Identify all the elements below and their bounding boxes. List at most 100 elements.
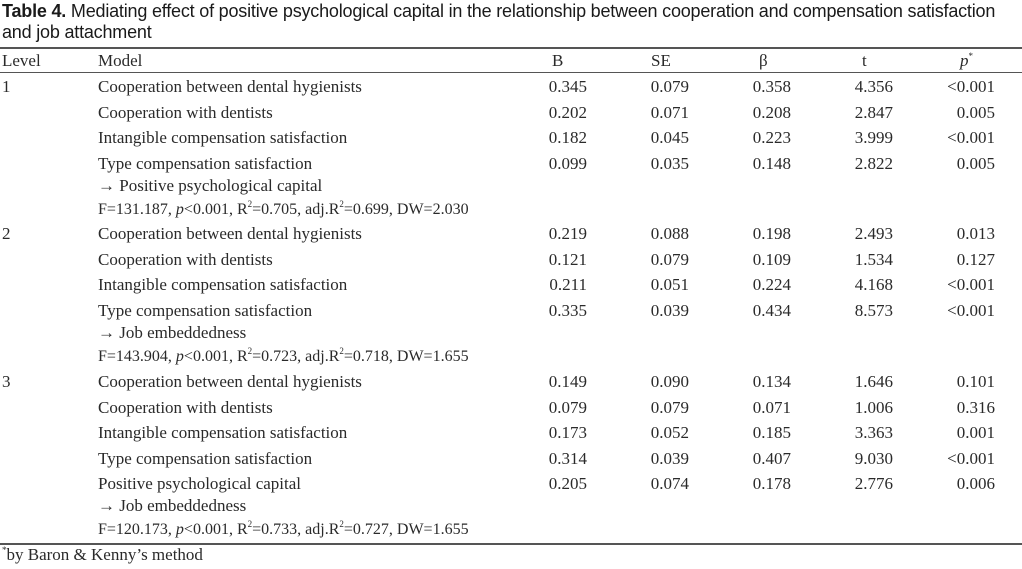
cell-t: 1.646 bbox=[854, 372, 893, 391]
model-cell: Intangible compensation satisfaction bbox=[98, 128, 348, 147]
cell-b: 0.182 bbox=[548, 128, 587, 147]
cell-b: 0.335 bbox=[548, 300, 587, 320]
cell-t: 8.573 bbox=[854, 300, 893, 320]
cell-p: <0.001 bbox=[947, 300, 995, 320]
cell-b: 0.079 bbox=[548, 397, 587, 417]
cell-p: 0.013 bbox=[956, 224, 995, 243]
bottom-rule bbox=[0, 543, 1022, 545]
outcome-line: → Job embeddedness bbox=[98, 322, 247, 342]
cell-b: 0.173 bbox=[548, 423, 587, 442]
cell-se: 0.039 bbox=[650, 300, 689, 320]
outcome-line: → Job embeddedness bbox=[98, 496, 247, 515]
cell-b: 0.099 bbox=[548, 153, 587, 173]
cell-t: 3.999 bbox=[854, 128, 893, 147]
model-cell: Cooperation with dentists bbox=[98, 249, 273, 269]
header-se: SE bbox=[651, 51, 671, 70]
cell-beta: 0.223 bbox=[752, 128, 791, 147]
cell-se: 0.045 bbox=[650, 128, 689, 147]
model-cell: Cooperation between dental hygienists bbox=[98, 77, 362, 96]
header-level: Level bbox=[2, 51, 41, 70]
cell-beta: 0.224 bbox=[752, 275, 791, 294]
cell-t: 4.356 bbox=[854, 77, 893, 96]
cell-b: 0.121 bbox=[548, 249, 587, 269]
footnote: *by Baron & Kenny’s method bbox=[2, 545, 203, 564]
model-cell: Cooperation with dentists bbox=[98, 397, 273, 417]
cell-beta: 0.185 bbox=[752, 423, 791, 442]
cell-t: 2.776 bbox=[854, 474, 893, 493]
table-label: Table 4. bbox=[2, 1, 67, 21]
cell-se: 0.035 bbox=[650, 153, 689, 173]
cell-beta: 0.134 bbox=[752, 372, 791, 391]
cell-se: 0.071 bbox=[650, 102, 689, 122]
cell-beta: 0.071 bbox=[752, 397, 791, 417]
cell-t: 9.030 bbox=[854, 448, 893, 468]
cell-beta: 0.148 bbox=[752, 153, 791, 173]
cell-p: 0.101 bbox=[956, 372, 995, 391]
header-b: B bbox=[552, 51, 564, 70]
header-p: p* bbox=[960, 51, 973, 70]
model-fit-line: F=131.187, p<0.001, R2=0.705, adj.R2=0.6… bbox=[98, 198, 469, 218]
cell-t: 1.534 bbox=[854, 249, 893, 269]
model-cell: Type compensation satisfaction bbox=[98, 300, 313, 320]
cell-se: 0.090 bbox=[650, 372, 689, 391]
level-cell: 3 bbox=[2, 372, 11, 391]
model-cell: Positive psychological capital bbox=[98, 474, 302, 493]
model-cell: Intangible compensation satisfaction bbox=[98, 275, 348, 294]
table-caption: Table 4. Mediating effect of positive ps… bbox=[2, 1, 1020, 43]
cell-b: 0.202 bbox=[548, 102, 587, 122]
cell-beta: 0.407 bbox=[752, 448, 791, 468]
cell-se: 0.052 bbox=[650, 423, 689, 442]
cell-t: 2.847 bbox=[854, 102, 893, 122]
cell-se: 0.039 bbox=[650, 448, 689, 468]
cell-p: 0.127 bbox=[956, 249, 995, 269]
model-cell: Cooperation between dental hygienists bbox=[98, 224, 362, 243]
model-fit-line: F=143.904, p<0.001, R2=0.723, adj.R2=0.7… bbox=[98, 345, 469, 365]
header-rule bbox=[0, 72, 1022, 73]
cell-beta: 0.358 bbox=[752, 77, 791, 96]
cell-p: 0.005 bbox=[956, 153, 995, 173]
cell-b: 0.211 bbox=[549, 275, 587, 294]
outcome-line: → Positive psychological capital bbox=[98, 175, 323, 195]
cell-b: 0.345 bbox=[548, 77, 587, 96]
header-beta: β bbox=[759, 51, 768, 70]
cell-se: 0.088 bbox=[650, 224, 689, 243]
cell-p: 0.006 bbox=[956, 474, 995, 493]
cell-p: 0.005 bbox=[956, 102, 995, 122]
cell-b: 0.219 bbox=[548, 224, 587, 243]
cell-p: 0.316 bbox=[956, 397, 995, 417]
cell-t: 4.168 bbox=[854, 275, 893, 294]
table-title: Mediating effect of positive psychologic… bbox=[2, 1, 996, 42]
cell-beta: 0.178 bbox=[752, 474, 791, 493]
cell-se: 0.079 bbox=[650, 249, 689, 269]
model-fit-line: F=120.173, p<0.001, R2=0.733, adj.R2=0.7… bbox=[98, 519, 469, 539]
cell-b: 0.205 bbox=[548, 474, 587, 493]
header-model: Model bbox=[98, 51, 143, 70]
cell-beta: 0.198 bbox=[752, 224, 791, 243]
model-cell: Type compensation satisfaction bbox=[98, 153, 313, 173]
cell-p: <0.001 bbox=[947, 448, 995, 468]
cell-b: 0.314 bbox=[548, 448, 587, 468]
level-cell: 2 bbox=[2, 224, 11, 243]
model-cell: Type compensation satisfaction bbox=[98, 448, 313, 468]
cell-p: <0.001 bbox=[947, 128, 995, 147]
level-cell: 1 bbox=[2, 77, 11, 96]
cell-se: 0.074 bbox=[650, 474, 689, 493]
cell-se: 0.079 bbox=[650, 397, 689, 417]
cell-t: 3.363 bbox=[854, 423, 893, 442]
cell-beta: 0.109 bbox=[752, 249, 791, 269]
cell-se: 0.051 bbox=[650, 275, 689, 294]
cell-p: <0.001 bbox=[947, 275, 995, 294]
cell-t: 1.006 bbox=[854, 397, 893, 417]
cell-beta: 0.434 bbox=[752, 300, 791, 320]
cell-b: 0.149 bbox=[548, 372, 587, 391]
cell-p: 0.001 bbox=[956, 423, 995, 442]
cell-t: 2.493 bbox=[854, 224, 893, 243]
cell-se: 0.079 bbox=[650, 77, 689, 96]
header-t: t bbox=[862, 51, 867, 70]
model-cell: Intangible compensation satisfaction bbox=[98, 423, 348, 442]
cell-beta: 0.208 bbox=[752, 102, 791, 122]
cell-p: <0.001 bbox=[947, 77, 995, 96]
model-cell: Cooperation between dental hygienists bbox=[98, 372, 362, 391]
cell-t: 2.822 bbox=[854, 153, 893, 173]
model-cell: Cooperation with dentists bbox=[98, 102, 273, 122]
